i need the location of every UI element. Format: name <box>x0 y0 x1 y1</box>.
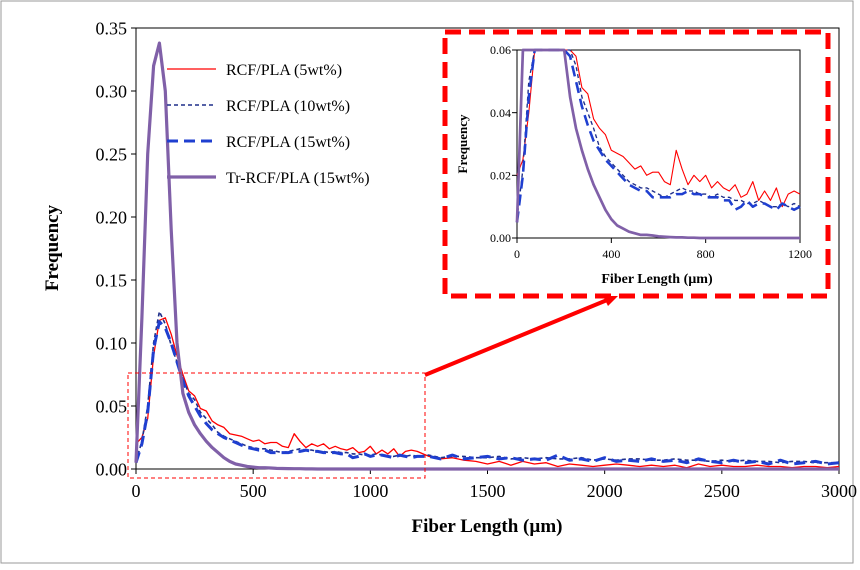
main-x-tick-label: 2500 <box>704 481 740 501</box>
inset-frame <box>445 32 828 296</box>
main-x-tick-label: 0 <box>132 481 141 501</box>
inset-x-axis-title: Fiber Length (µm) <box>601 272 713 287</box>
legend-label-2: RCF/PLA (10wt%) <box>226 98 350 115</box>
main-x-tick-label: 3000 <box>821 481 857 501</box>
main-y-tick-label: 0.05 <box>96 396 128 416</box>
inset-x-tick-label: 400 <box>602 247 620 261</box>
legend-label-1: RCF/PLA (5wt%) <box>226 62 342 79</box>
main-x-tick-label: 1500 <box>470 481 506 501</box>
main-y-tick-label: 0.30 <box>96 81 128 101</box>
inset-x-tick-label: 0 <box>514 247 520 261</box>
main-x-axis-title: Fiber Length (µm) <box>412 516 563 537</box>
main-y-tick-label: 0.00 <box>96 459 128 479</box>
inset-y-tick-label: 0.06 <box>490 43 511 57</box>
legend-label-4: Tr-RCF/PLA (15wt%) <box>226 170 370 187</box>
inset-y-tick-label: 0.04 <box>490 106 511 120</box>
main-y-tick-label: 0.25 <box>96 144 128 164</box>
main-x-tick-label: 500 <box>240 481 267 501</box>
main-y-tick-label: 0.15 <box>96 270 128 290</box>
main-x-tick-label: 1000 <box>352 481 388 501</box>
main-y-axis-title: Frequency <box>42 204 63 291</box>
inset-y-tick-label: 0.00 <box>490 231 511 245</box>
main-y-tick-label: 0.20 <box>96 207 128 227</box>
inset-y-tick-label: 0.02 <box>490 169 511 183</box>
inset-x-tick-label: 1200 <box>788 247 812 261</box>
main-y-tick-label: 0.35 <box>96 18 128 38</box>
inset-x-tick-label: 800 <box>697 247 715 261</box>
legend-label-3: RCF/PLA (15wt%) <box>226 134 350 151</box>
inset-y-axis-title: Frequency <box>455 114 470 173</box>
main-x-tick-label: 2000 <box>587 481 623 501</box>
main-y-tick-label: 0.10 <box>96 333 128 353</box>
